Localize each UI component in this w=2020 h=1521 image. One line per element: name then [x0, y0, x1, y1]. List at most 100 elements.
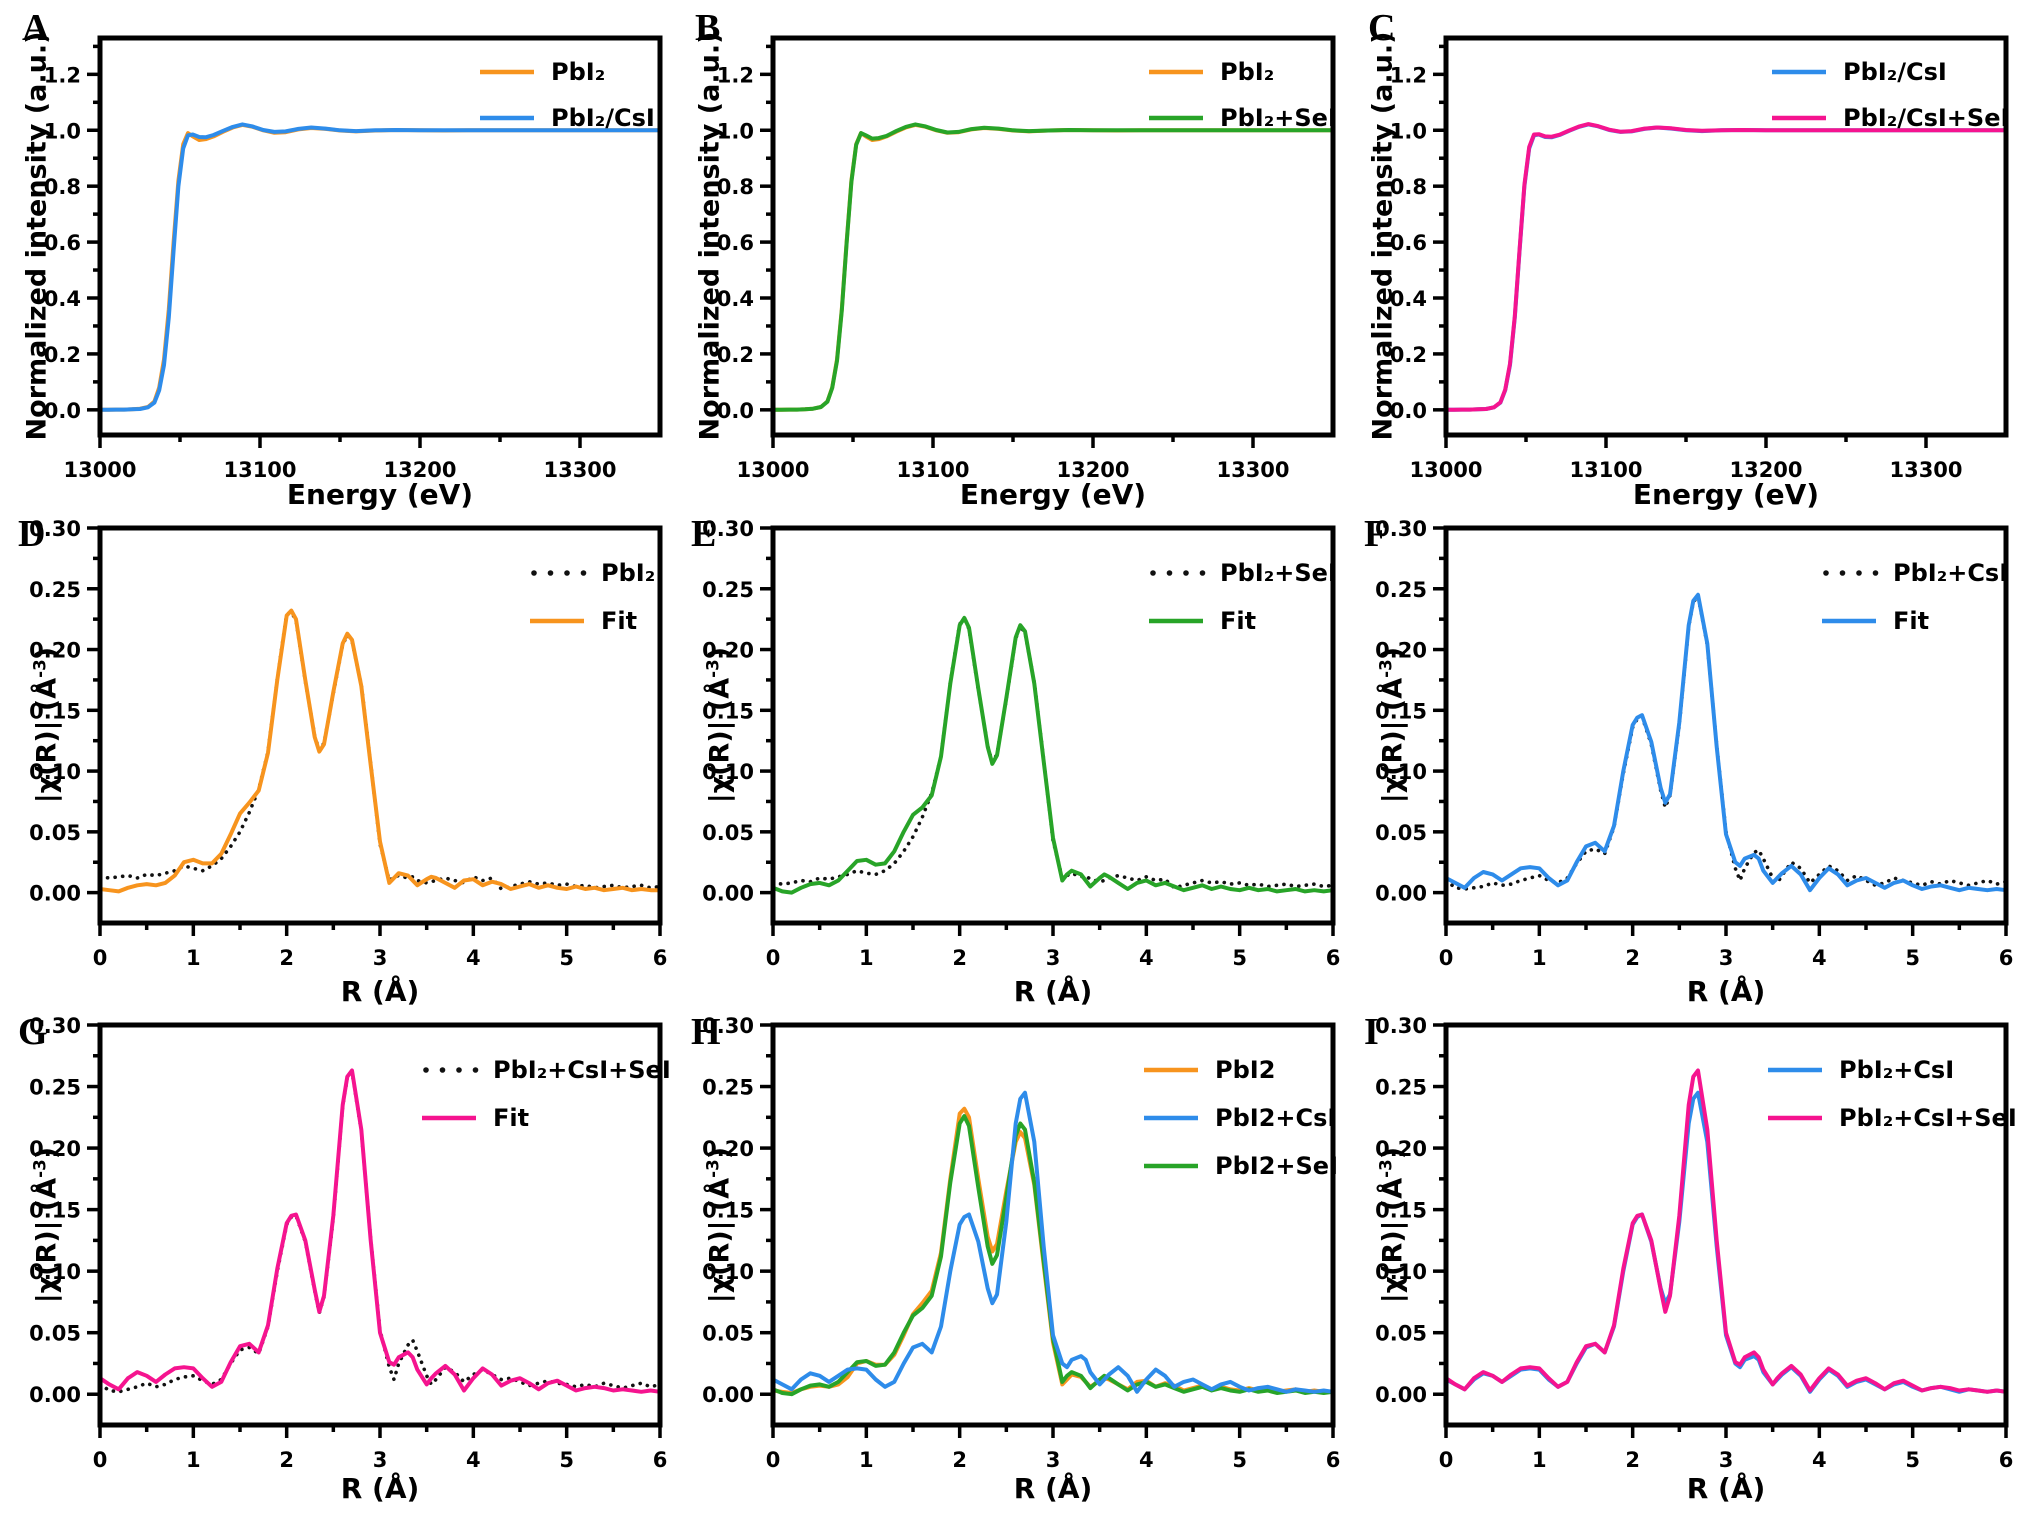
series-PbI2+CsI+SeI data: [98, 1070, 662, 1394]
panel-letter-i: I: [1364, 1011, 1379, 1053]
axis-ticks: [87, 1023, 662, 1438]
svg-text:1: 1: [1532, 1448, 1547, 1472]
y-axis-label-post: ): [31, 1146, 63, 1160]
svg-text:13100: 13100: [1569, 458, 1642, 482]
svg-text:0.30: 0.30: [1375, 1014, 1427, 1038]
svg-text:4: 4: [1812, 1448, 1827, 1472]
svg-text:0.0: 0.0: [1390, 399, 1427, 423]
svg-text:4: 4: [1812, 946, 1827, 970]
plot-frame: [770, 525, 1336, 926]
panel-f: F |χ(R)| (Å-3) 0 1 2 3 4 5 6 0.00 0.05 0.10 0.15 0.…: [1346, 513, 2020, 1010]
series-PbI2: [773, 122, 1333, 412]
x-axis-label: Energy (eV): [959, 478, 1147, 511]
svg-text:0.20: 0.20: [29, 1137, 81, 1161]
panel-b: B Normalized intensity (a.u.) 13000 13100…: [673, 0, 1346, 518]
chart-svg: 13000 13100 13200 13300 0.0 0.2 0.4 0.6 0.8 1.0 1.…: [717, 35, 1337, 482]
svg-text:13100: 13100: [896, 458, 969, 482]
svg-text:0.05: 0.05: [29, 1322, 81, 1346]
svg-text:0.15: 0.15: [29, 699, 81, 723]
plot-frame: [97, 1022, 663, 1428]
y-axis-label-text: |χ(R)| (Å: [704, 1177, 736, 1304]
svg-text:0.4: 0.4: [717, 287, 754, 311]
svg-text:0.4: 0.4: [1390, 287, 1427, 311]
y-axis-label-text: |χ(R)| (Å: [31, 677, 63, 804]
y-axis-label: Normalized intensity (a.u.): [693, 32, 726, 441]
series-PbI2+CsI+SeI: [1444, 1068, 2007, 1394]
svg-text:13000: 13000: [736, 458, 809, 482]
y-axis-label-sup: -3: [29, 659, 50, 678]
svg-text:0.15: 0.15: [1375, 699, 1427, 723]
axis-ticks: [1433, 526, 2008, 936]
y-axis-label: |χ(R)| (Å-3): [1376, 647, 1409, 803]
panel-a: A Normalized intensity (a.u.) 13000 13100…: [0, 0, 673, 518]
svg-text:5: 5: [559, 946, 574, 970]
series-group: [772, 1090, 1334, 1397]
panel-letter-c: C: [1368, 7, 1396, 49]
y-axis-label: |χ(R)| (Å-3): [1376, 1147, 1409, 1303]
svg-text:0.15: 0.15: [702, 1199, 754, 1223]
svg-text:1: 1: [186, 946, 201, 970]
svg-text:1: 1: [186, 1448, 201, 1472]
tick-labels: 0 1 2 3 4 5 6 0.00 0.05 0.10 0.15 0.20 0.25 0.30: [702, 517, 1341, 970]
legend-label: PbI₂: [551, 58, 605, 86]
svg-text:2: 2: [279, 946, 294, 970]
svg-text:0.2: 0.2: [1390, 343, 1427, 367]
svg-text:1.2: 1.2: [717, 63, 754, 87]
svg-text:0.30: 0.30: [702, 518, 754, 541]
series-group: [1444, 1068, 2007, 1394]
plot-area: 0 1 2 3 4 5 6 0.00 0.05 0.10 0.15 0.20 0.25 0.30 PbI₂+…: [0, 1010, 673, 1521]
chart-svg: 13000 13100 13200 13300 0.0 0.2 0.4 0.6 0.8 1.0 1.…: [1390, 35, 2009, 482]
svg-text:0: 0: [1439, 946, 1454, 970]
svg-text:0.00: 0.00: [702, 1383, 754, 1407]
axis-ticks: [1433, 1023, 2008, 1438]
series-PbI2+CsI: [772, 1090, 1334, 1394]
plot-frame: [770, 35, 1336, 438]
x-axis-label: R (Å): [1686, 975, 1766, 1008]
legend-label: PbI2: [1215, 1056, 1275, 1084]
svg-text:0.05: 0.05: [1375, 1322, 1427, 1346]
svg-text:0.15: 0.15: [702, 699, 754, 723]
series-group: [1444, 592, 2008, 893]
panel-letter-g: G: [18, 1011, 48, 1053]
svg-text:6: 6: [1326, 946, 1341, 970]
svg-text:0: 0: [766, 1448, 781, 1472]
svg-text:3: 3: [373, 1448, 388, 1472]
svg-text:0.0: 0.0: [717, 399, 754, 423]
legend: PbI₂+CsI PbI₂+CsI+SeI: [1768, 1056, 2017, 1132]
svg-text:3: 3: [1719, 1448, 1734, 1472]
y-axis-label-sup: -3: [702, 659, 723, 678]
x-axis-label: R (Å): [1686, 1472, 1766, 1505]
panel-c: C Normalized intensity (a.u.) 13000 13100…: [1346, 0, 2020, 518]
plot-area: 13000 13100 13200 13300 0.0 0.2 0.4 0.6 0.8 1.0 1.…: [0, 0, 673, 522]
svg-text:0.20: 0.20: [702, 1137, 754, 1161]
chart-svg: 13000 13100 13200 13300 0.0 0.2 0.4 0.6 0.8 1.0 1.…: [44, 35, 663, 482]
panel-letter-d: D: [18, 513, 46, 555]
plot-area: 0 1 2 3 4 5 6 0.00 0.05 0.10 0.15 0.20 0.25 0.30 PbI₂+…: [673, 517, 1346, 1014]
y-axis-label-text: |χ(R)| (Å: [31, 1177, 63, 1304]
svg-text:0.30: 0.30: [29, 518, 81, 541]
plot-area: 0 1 2 3 4 5 6 0.00 0.05 0.10 0.15 0.20 0.25 0.30 PbI₂+…: [1346, 1010, 2019, 1521]
series-PbI2: [100, 122, 660, 412]
svg-text:5: 5: [1232, 946, 1247, 970]
panel-letter-a: A: [22, 7, 50, 49]
chart-svg: 0 1 2 3 4 5 6 0.00 0.05 0.10 0.15 0.20 0.25 0.30 PbI₂+…: [1375, 517, 2013, 970]
legend: PbI₂+CsI Fit: [1822, 559, 2008, 635]
svg-text:13300: 13300: [543, 458, 616, 482]
svg-text:6: 6: [1999, 1448, 2014, 1472]
svg-text:13000: 13000: [1409, 458, 1482, 482]
svg-text:1.0: 1.0: [44, 119, 81, 143]
svg-text:4: 4: [1139, 1448, 1154, 1472]
series-PbI2+SeI: [773, 122, 1333, 412]
svg-text:0.6: 0.6: [44, 231, 81, 255]
svg-text:0.30: 0.30: [29, 1014, 81, 1038]
svg-text:0.10: 0.10: [1375, 760, 1427, 784]
svg-text:4: 4: [1139, 946, 1154, 970]
series-Fit: [772, 615, 1334, 895]
svg-text:0.05: 0.05: [702, 1322, 754, 1346]
series-PbI2/CsI+SeI: [1446, 122, 2006, 412]
plot-area: 13000 13100 13200 13300 0.0 0.2 0.4 0.6 0.8 1.0 1.…: [673, 0, 1346, 522]
svg-text:0.20: 0.20: [1375, 639, 1427, 663]
svg-text:0.25: 0.25: [1375, 578, 1427, 602]
svg-text:0.25: 0.25: [1375, 1076, 1427, 1100]
tick-labels: 13000 13100 13200 13300 0.0 0.2 0.4 0.6 0.8 1.0 1.…: [44, 63, 617, 482]
